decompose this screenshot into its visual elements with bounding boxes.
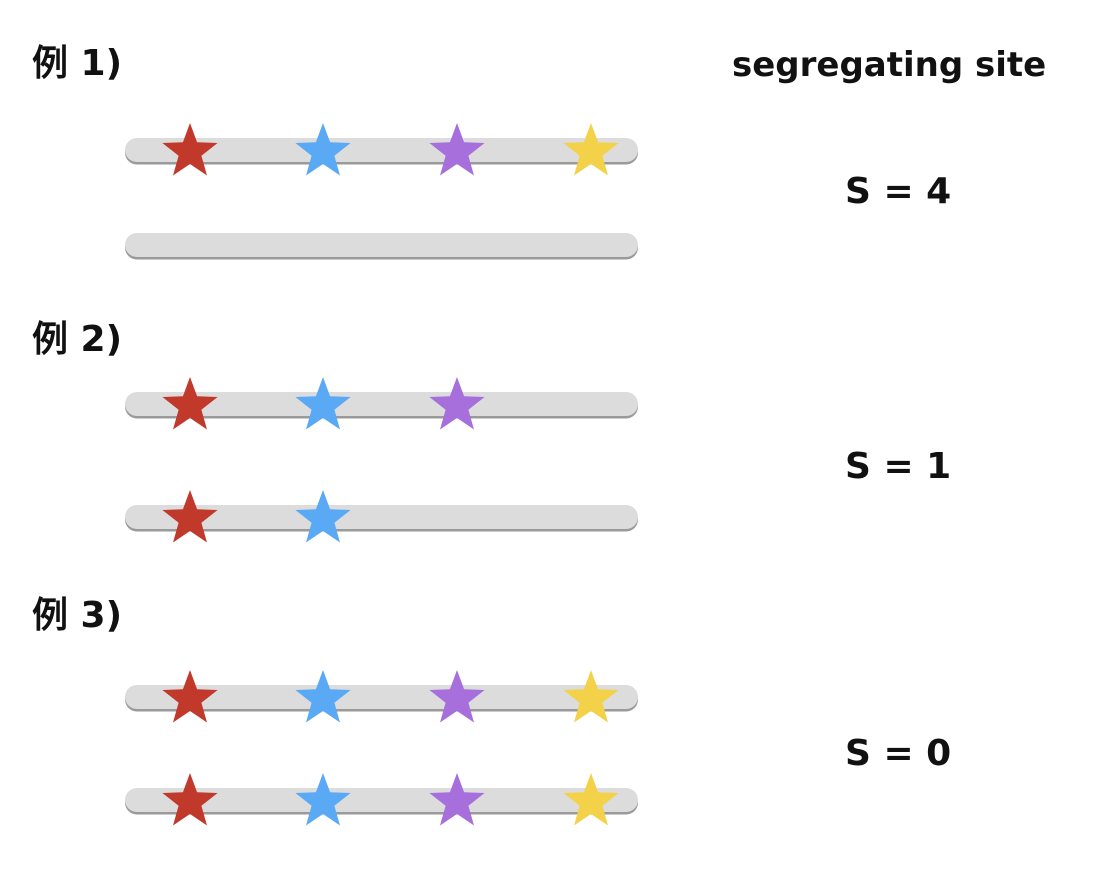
blue-star-icon xyxy=(295,123,351,176)
chromosome-1-1 xyxy=(125,123,638,176)
example-3-s-value: S = 0 xyxy=(845,733,952,774)
blue-star-icon xyxy=(295,490,351,543)
chromosome-1-2 xyxy=(125,233,638,260)
example-1-s-value: S = 4 xyxy=(845,171,952,212)
chromosome-3-1 xyxy=(125,670,638,723)
chromosome-bar xyxy=(125,788,638,812)
chromosome-bar xyxy=(125,233,638,257)
blue-star-icon xyxy=(295,377,351,430)
chromosome-2-2 xyxy=(125,490,638,543)
chromosome-3-2 xyxy=(125,773,638,826)
red-star-icon xyxy=(162,123,218,176)
yellow-star-icon xyxy=(563,123,619,176)
chromosome-bar xyxy=(125,138,638,162)
red-star-icon xyxy=(162,773,218,826)
red-star-icon xyxy=(162,490,218,543)
chromosome-bar xyxy=(125,505,638,529)
yellow-star-icon xyxy=(563,670,619,723)
example-3-label: 例 3) xyxy=(32,595,123,636)
purple-star-icon xyxy=(429,123,485,176)
red-star-icon xyxy=(162,670,218,723)
example-2-s-value: S = 1 xyxy=(845,446,952,487)
example-2-label: 例 2) xyxy=(32,319,123,360)
example-1-label: 例 1) xyxy=(32,43,123,84)
purple-star-icon xyxy=(429,773,485,826)
yellow-star-icon xyxy=(563,773,619,826)
chromosome-bar xyxy=(125,685,638,709)
blue-star-icon xyxy=(295,773,351,826)
chromosome-2-1 xyxy=(125,377,638,430)
purple-star-icon xyxy=(429,670,485,723)
red-star-icon xyxy=(162,377,218,430)
blue-star-icon xyxy=(295,670,351,723)
purple-star-icon xyxy=(429,377,485,430)
chromosome-bar xyxy=(125,392,638,416)
heading-segregating-site: segregating site xyxy=(732,45,1047,85)
